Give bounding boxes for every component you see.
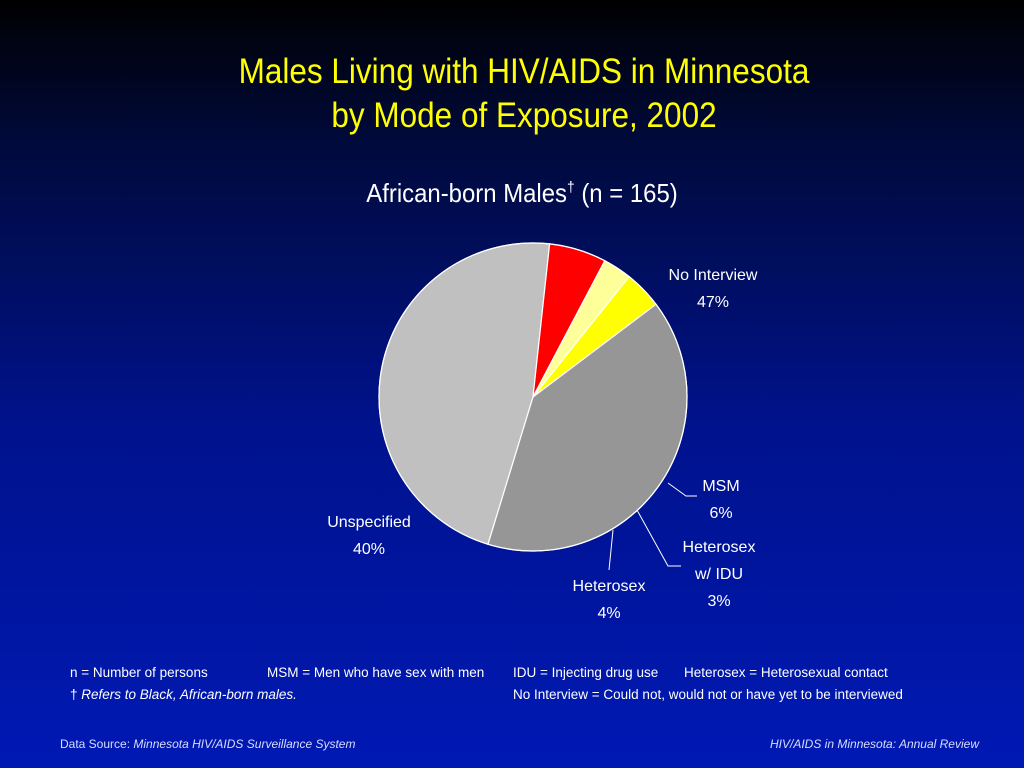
leader-line-msm	[667, 482, 697, 497]
note-msm: MSM = Men who have sex with men	[267, 665, 485, 680]
slice-label-text: Heterosex	[683, 539, 756, 556]
slice-label-unspecified: Unspecified 40%	[327, 514, 411, 558]
slice-label-heterosex-w-idu: Heterosex w/ IDU 3%	[683, 539, 756, 610]
note-dagger-text: Refers to Black, African-born males.	[81, 687, 297, 702]
title-line-1: Males Living with HIV/AIDS in Minnesota	[238, 52, 810, 91]
footer-source-label: Data Source:	[60, 737, 131, 751]
slice-label-text: Unspecified	[327, 514, 411, 531]
title-line-2: by Mode of Exposure, 2002	[331, 96, 717, 135]
chart-title: Males Living with HIV/AIDS in Minnesota …	[52, 50, 995, 138]
slice-value-label: 3%	[707, 593, 730, 610]
slice-label-heterosex: Heterosex 4%	[573, 578, 646, 622]
footer-report: HIV/AIDS in Minnesota: Annual Review	[770, 737, 979, 751]
slice-label-msm: MSM 6%	[702, 478, 739, 522]
note-idu: IDU = Injecting drug use	[513, 665, 659, 680]
subtitle-dagger: †	[567, 179, 575, 196]
note-dagger-mark: †	[70, 687, 78, 702]
slice-label-no-interview: No Interview 47%	[669, 267, 758, 311]
note-no-interview: No Interview = Could not, would not or h…	[513, 687, 903, 702]
note-dagger: † Refers to Black, African-born males.	[70, 687, 297, 702]
slice-value-label: 47%	[697, 294, 729, 311]
leader-line-heterosex	[608, 529, 614, 571]
subtitle-main: African-born Males	[366, 178, 568, 208]
leader-line-heterosex-w-idu	[636, 509, 681, 567]
slice-label-text: MSM	[702, 478, 739, 495]
footer-source: Data Source: Minnesota HIV/AIDS Surveill…	[60, 737, 355, 751]
slice-value-label: 4%	[597, 605, 620, 622]
slice-value-label: 40%	[353, 541, 385, 558]
chart-subtitle: African-born Males† (n = 165)	[42, 178, 1002, 209]
slice-label-text: No Interview	[669, 267, 758, 284]
footer-report-name: HIV/AIDS in Minnesota: Annual Review	[770, 737, 979, 751]
subtitle-n: (n = 165)	[574, 178, 678, 208]
footer-source-name: Minnesota HIV/AIDS Surveillance System	[133, 737, 356, 751]
slice-label-text: Heterosex	[573, 578, 646, 595]
note-heterosex: Heterosex = Heterosexual contact	[684, 665, 888, 680]
pie-outline	[378, 242, 688, 552]
slice-value-label: 6%	[709, 505, 732, 522]
slice-label-text: w/ IDU	[694, 566, 743, 583]
note-n: n = Number of persons	[70, 665, 208, 680]
